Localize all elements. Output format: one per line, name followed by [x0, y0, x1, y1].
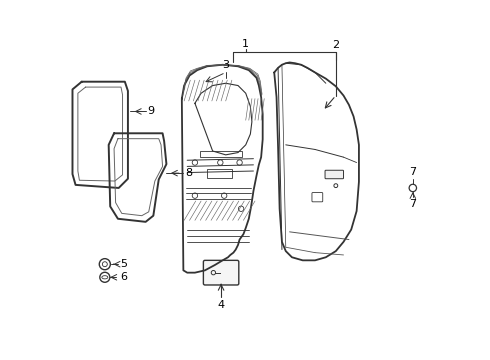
- Text: 9: 9: [147, 107, 154, 116]
- Text: 1: 1: [242, 39, 249, 49]
- Text: 7: 7: [409, 167, 416, 177]
- Bar: [207, 169, 232, 178]
- Text: 7: 7: [409, 199, 416, 209]
- FancyBboxPatch shape: [203, 260, 239, 285]
- FancyBboxPatch shape: [325, 170, 343, 179]
- Text: 8: 8: [186, 168, 193, 178]
- Text: 2: 2: [332, 40, 340, 50]
- Text: 6: 6: [120, 272, 127, 282]
- Text: 5: 5: [120, 259, 127, 269]
- Text: 4: 4: [218, 300, 224, 310]
- Bar: [199, 151, 242, 157]
- Text: 3: 3: [222, 60, 229, 70]
